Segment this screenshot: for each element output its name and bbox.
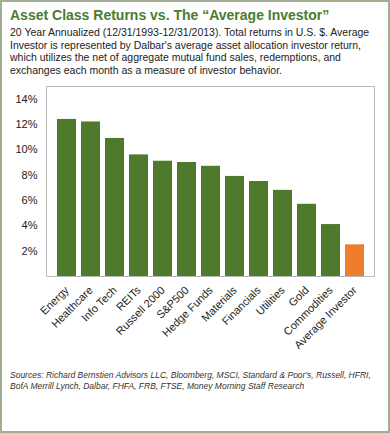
- svg-text:10%: 10%: [15, 143, 37, 155]
- svg-text:REITs: REITs: [113, 283, 143, 313]
- html-text:20 Year Annualized (12/31/1993: 20 Year Annualized (12/31/1993-12/31/201…: [10, 26, 370, 76]
- svg-text:Info Tech: Info Tech: [79, 284, 119, 324]
- svg-text:Utilities: Utilities: [253, 283, 287, 317]
- svg-text:Energy: Energy: [37, 283, 71, 317]
- svg-text:12%: 12%: [15, 118, 37, 130]
- svg-text:Commodities: Commodities: [281, 283, 335, 338]
- svg-text:Russell 2000: Russell 2000: [113, 283, 167, 338]
- html-text:Asset Class Returns vs. The “A: Asset Class Returns vs. The “Average Inv…: [10, 7, 330, 23]
- svg-text:2%: 2%: [22, 245, 38, 257]
- svg-text:Healthcare: Healthcare: [48, 283, 95, 330]
- svg-text:Average Investor: Average Investor: [292, 284, 359, 351]
- svg-text:8%: 8%: [22, 169, 38, 181]
- svg-text:Hedge Funds: Hedge Funds: [159, 283, 215, 339]
- html-text:Sources: Richard Bernstien Adv: Sources: Richard Bernstien Advisors LLC,…: [10, 370, 371, 391]
- svg-text:Gold: Gold: [286, 283, 311, 309]
- svg-text:6%: 6%: [22, 194, 38, 206]
- svg-text:14%: 14%: [15, 93, 37, 105]
- svg-text:Materials: Materials: [198, 283, 239, 324]
- svg-text:4%: 4%: [22, 219, 38, 231]
- svg-text:S&P500: S&P500: [153, 283, 191, 321]
- svg-text:Financials: Financials: [219, 283, 263, 328]
